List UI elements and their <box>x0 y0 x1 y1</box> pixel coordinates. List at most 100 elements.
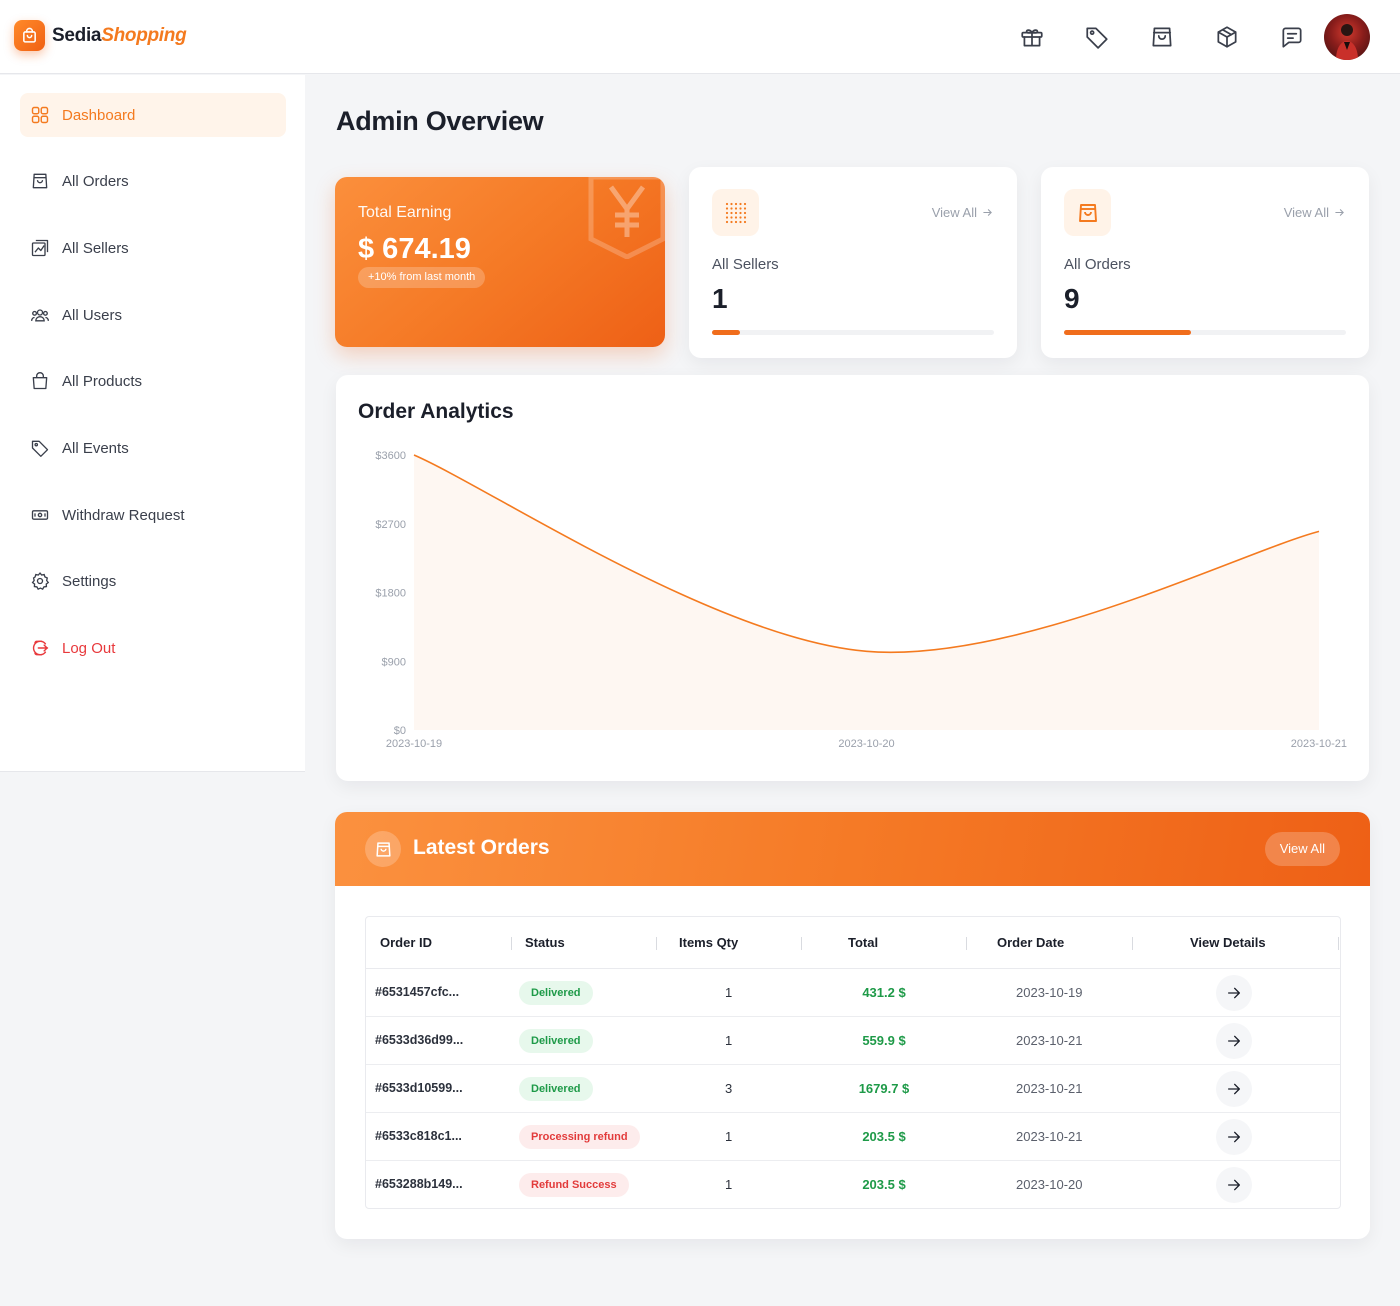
page-title: Admin Overview <box>336 106 544 136</box>
sidebar-item-logout[interactable]: Log Out <box>20 626 286 670</box>
view-details-button[interactable] <box>1216 1167 1252 1203</box>
earning-change-badge: +10% from last month <box>358 267 486 288</box>
shopping-bag-icon <box>365 831 401 867</box>
sellers-count: 1 <box>712 283 728 314</box>
order-date: 2023-10-21 <box>1016 1033 1083 1048</box>
sidebar-item-label: Log Out <box>62 639 116 657</box>
column-divider <box>801 937 802 950</box>
table-row: #653288b149... Refund Success 1 203.5 $ … <box>366 1161 1340 1209</box>
order-date: 2023-10-21 <box>1016 1129 1083 1144</box>
gift-icon[interactable] <box>1017 22 1047 52</box>
view-details-button[interactable] <box>1216 1023 1252 1059</box>
order-id: #6533d10599... <box>375 1081 463 1095</box>
tag-icon[interactable] <box>1082 22 1112 52</box>
orders-progress-bar <box>1064 330 1346 335</box>
column-header-items-qty[interactable]: Items Qty <box>679 935 739 950</box>
sidebar-item-label: All Sellers <box>62 239 129 257</box>
column-header-order-id[interactable]: Order ID <box>380 935 433 950</box>
order-total: 1679.7 $ <box>858 1081 910 1096</box>
orders-progress-fill <box>1064 330 1191 335</box>
user-avatar[interactable] <box>1324 14 1370 60</box>
sidebar-item-label: Settings <box>62 572 117 590</box>
column-header-order-date[interactable]: Order Date <box>997 935 1065 950</box>
sidebar-item-withdraw-request[interactable]: Withdraw Request <box>20 493 286 537</box>
sellers-icon <box>31 239 49 257</box>
y-tick-label: $2700 <box>375 519 406 531</box>
orders-count: 9 <box>1064 283 1080 314</box>
sidebar-item-all-products[interactable]: All Products <box>20 359 286 403</box>
logout-icon <box>32 640 49 656</box>
sidebar-item-all-orders[interactable]: All Orders <box>20 159 286 203</box>
sidebar-item-all-events[interactable]: All Events <box>20 426 286 470</box>
package-icon[interactable] <box>1212 22 1242 52</box>
view-details-button[interactable] <box>1216 1071 1252 1107</box>
logo-bag-icon <box>14 20 45 51</box>
y-tick-label: $1800 <box>375 588 406 600</box>
x-tick-label: 2023-10-20 <box>838 738 894 750</box>
status-badge: Delivered <box>519 1077 593 1101</box>
latest-orders-title: Latest Orders <box>413 836 550 859</box>
users-icon <box>31 309 49 322</box>
sidebar-item-settings[interactable]: Settings <box>20 559 286 603</box>
order-date: 2023-10-19 <box>1016 985 1083 1000</box>
status-badge: Refund Success <box>519 1173 629 1197</box>
shopping-bag-icon <box>32 173 48 189</box>
yen-icon <box>587 177 665 264</box>
order-total: 559.9 $ <box>862 1033 906 1048</box>
items-qty: 3 <box>725 1081 733 1096</box>
latest-orders-card: Latest Orders View All Order ID Status I… <box>335 812 1370 1239</box>
earning-label: Total Earning <box>358 204 452 221</box>
sidebar-item-label: All Events <box>62 439 129 457</box>
shopping-bag-icon[interactable] <box>1147 22 1177 52</box>
chart-title: Order Analytics <box>358 400 514 423</box>
order-analytics-card: Order Analytics $3600 $2700 $1800 $900 $0 202… <box>336 375 1369 781</box>
order-date: 2023-10-20 <box>1016 1177 1083 1192</box>
arrow-right-icon <box>1335 209 1344 216</box>
top-bar: SediaShopping <box>0 0 1400 74</box>
y-tick-label: $0 <box>394 725 406 737</box>
sidebar-item-dashboard[interactable]: Dashboard <box>20 93 286 137</box>
table-row: #6533d10599... Delivered 3 1679.7 $ 2023… <box>366 1065 1340 1113</box>
table-row: #6531457cfc... Delivered 1 431.2 $ 2023-… <box>366 969 1340 1017</box>
brand-logo[interactable]: SediaShopping <box>14 20 187 51</box>
latest-orders-view-all-button[interactable]: View All <box>1264 832 1340 866</box>
grid-icon <box>31 106 49 124</box>
shopping-bag-icon <box>32 372 48 390</box>
orders-view-all-link[interactable]: View All <box>1284 205 1345 220</box>
shopping-bag-icon <box>1064 189 1111 236</box>
brand-name: SediaShopping <box>52 24 187 46</box>
sidebar-item-label: All Products <box>62 372 143 390</box>
tag-icon <box>31 440 49 457</box>
column-divider <box>1338 937 1339 950</box>
all-sellers-card: View All All Sellers 1 <box>689 167 1017 358</box>
order-id: #653288b149... <box>375 1177 463 1191</box>
sidebar-item-all-users[interactable]: All Users <box>20 293 286 337</box>
dots-grid-icon <box>712 189 759 236</box>
orders-table: Order ID Status Items Qty Total Order Da… <box>365 916 1341 1209</box>
column-header-total[interactable]: Total <box>848 935 879 950</box>
sidebar-item-label: Dashboard <box>62 106 136 124</box>
x-tick-label: 2023-10-19 <box>386 738 442 750</box>
view-details-button[interactable] <box>1216 1119 1252 1155</box>
table-row: #6533c818c1... Processing refund 1 203.5… <box>366 1113 1340 1161</box>
sidebar-item-all-sellers[interactable]: All Sellers <box>20 226 286 270</box>
sellers-label: All Sellers <box>712 256 779 273</box>
items-qty: 1 <box>725 1033 733 1048</box>
column-header-status[interactable]: Status <box>525 935 565 950</box>
column-header-view-details[interactable]: View Details <box>1190 935 1266 950</box>
sellers-progress-fill <box>712 330 741 335</box>
message-icon[interactable] <box>1277 22 1307 52</box>
sellers-view-all-link[interactable]: View All <box>932 205 993 220</box>
sellers-progress-bar <box>712 330 994 335</box>
x-tick-label: 2023-10-21 <box>1291 738 1347 750</box>
arrow-right-icon <box>1228 987 1240 999</box>
y-tick-label: $900 <box>382 656 406 668</box>
items-qty: 1 <box>725 985 733 1000</box>
gear-icon <box>31 572 50 591</box>
view-details-button[interactable] <box>1216 975 1252 1011</box>
order-id: #6533d36d99... <box>375 1033 464 1047</box>
column-divider <box>656 937 657 950</box>
order-total: 203.5 $ <box>862 1177 906 1192</box>
order-total: 431.2 $ <box>862 985 906 1000</box>
sidebar-item-label: All Orders <box>62 172 129 190</box>
